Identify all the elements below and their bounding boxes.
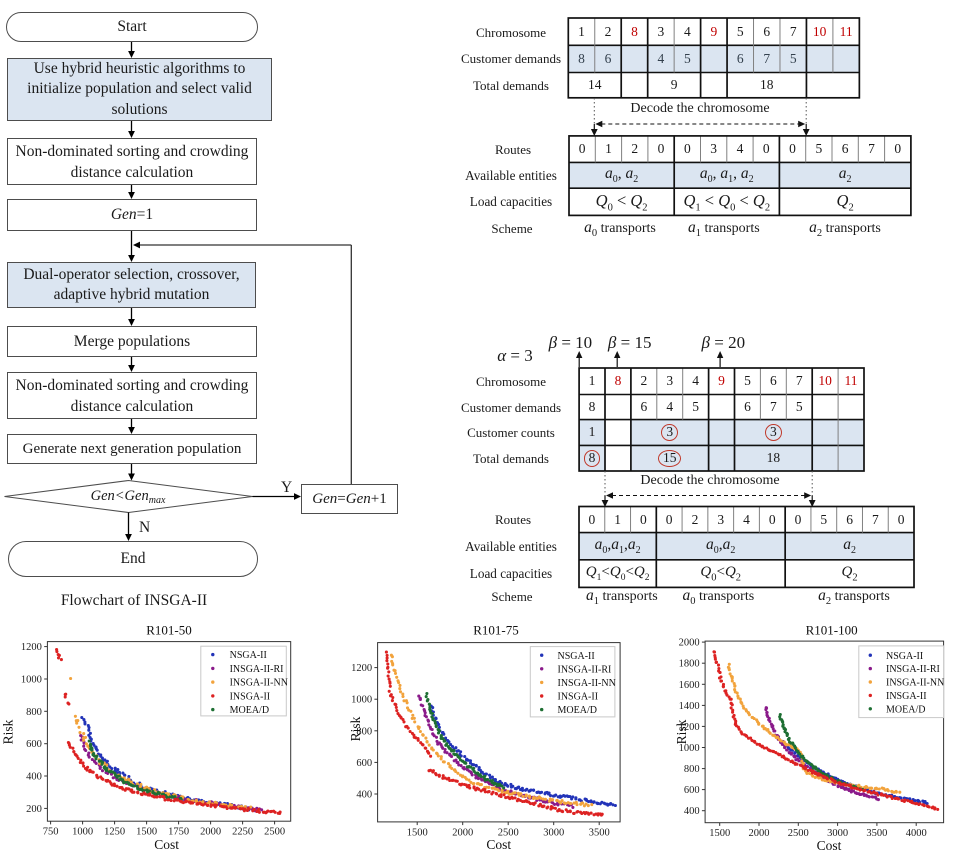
svg-text:600: 600 bbox=[684, 785, 700, 796]
svg-text:NSGA-II: NSGA-II bbox=[558, 651, 595, 662]
svg-text:4000: 4000 bbox=[906, 828, 927, 839]
svg-text:400: 400 bbox=[684, 806, 700, 817]
svg-text:400: 400 bbox=[356, 790, 372, 801]
svg-text:INSGA-II-NN: INSGA-II-NN bbox=[886, 678, 944, 689]
svg-text:INSGA-II: INSGA-II bbox=[886, 691, 927, 702]
svg-text:INSGA-II-RI: INSGA-II-RI bbox=[230, 664, 284, 675]
svg-text:1250: 1250 bbox=[104, 827, 125, 838]
svg-text:600: 600 bbox=[356, 758, 372, 769]
svg-text:R101-50: R101-50 bbox=[146, 623, 192, 638]
svg-text:2000: 2000 bbox=[679, 638, 700, 649]
svg-text:Cost: Cost bbox=[486, 837, 511, 852]
svg-text:INSGA-II-RI: INSGA-II-RI bbox=[558, 664, 612, 675]
svg-text:1500: 1500 bbox=[709, 828, 730, 839]
svg-text:2500: 2500 bbox=[788, 828, 809, 839]
svg-text:NSGA-II: NSGA-II bbox=[230, 650, 267, 661]
svg-text:2000: 2000 bbox=[452, 827, 473, 838]
svg-text:1800: 1800 bbox=[679, 659, 700, 670]
svg-text:Risk: Risk bbox=[1, 719, 16, 744]
svg-text:800: 800 bbox=[684, 764, 700, 775]
svg-text:1500: 1500 bbox=[407, 827, 428, 838]
svg-text:1400: 1400 bbox=[679, 701, 700, 712]
svg-text:3500: 3500 bbox=[866, 828, 887, 839]
svg-text:2500: 2500 bbox=[264, 827, 285, 838]
svg-text:2500: 2500 bbox=[498, 827, 519, 838]
svg-text:INSGA-II: INSGA-II bbox=[230, 692, 271, 703]
svg-text:1000: 1000 bbox=[351, 695, 372, 706]
svg-text:R101-75: R101-75 bbox=[473, 623, 519, 638]
svg-text:3000: 3000 bbox=[827, 828, 848, 839]
svg-text:1750: 1750 bbox=[168, 827, 189, 838]
svg-text:600: 600 bbox=[26, 739, 42, 750]
svg-text:2000: 2000 bbox=[749, 828, 770, 839]
svg-text:400: 400 bbox=[26, 772, 42, 783]
svg-text:2250: 2250 bbox=[232, 827, 253, 838]
svg-text:MOEA/D: MOEA/D bbox=[558, 705, 597, 716]
svg-text:Risk: Risk bbox=[348, 716, 363, 741]
svg-text:1600: 1600 bbox=[679, 680, 700, 691]
svg-text:Cost: Cost bbox=[817, 838, 842, 853]
svg-text:INSGA-II-RI: INSGA-II-RI bbox=[886, 664, 940, 675]
svg-text:800: 800 bbox=[356, 726, 372, 737]
svg-text:1000: 1000 bbox=[21, 675, 42, 686]
svg-text:NSGA-II: NSGA-II bbox=[886, 651, 923, 662]
svg-text:Risk: Risk bbox=[674, 719, 689, 744]
svg-text:1000: 1000 bbox=[72, 827, 93, 838]
svg-text:200: 200 bbox=[26, 804, 42, 815]
svg-text:1200: 1200 bbox=[679, 722, 700, 733]
svg-text:1000: 1000 bbox=[679, 743, 700, 754]
svg-text:1200: 1200 bbox=[351, 663, 372, 674]
svg-text:Cost: Cost bbox=[154, 837, 179, 852]
svg-text:800: 800 bbox=[26, 707, 42, 718]
svg-text:3000: 3000 bbox=[543, 827, 564, 838]
svg-text:1500: 1500 bbox=[136, 827, 157, 838]
svg-text:1200: 1200 bbox=[21, 642, 42, 653]
svg-text:2000: 2000 bbox=[200, 827, 221, 838]
svg-text:INSGA-II-NN: INSGA-II-NN bbox=[558, 678, 616, 689]
svg-text:INSGA-II-NN: INSGA-II-NN bbox=[230, 678, 288, 689]
svg-text:3500: 3500 bbox=[589, 827, 610, 838]
svg-text:MOEA/D: MOEA/D bbox=[886, 704, 925, 715]
svg-text:R101-100: R101-100 bbox=[806, 623, 858, 638]
svg-text:INSGA-II: INSGA-II bbox=[558, 692, 599, 703]
svg-text:750: 750 bbox=[43, 827, 59, 838]
svg-text:MOEA/D: MOEA/D bbox=[230, 705, 269, 716]
